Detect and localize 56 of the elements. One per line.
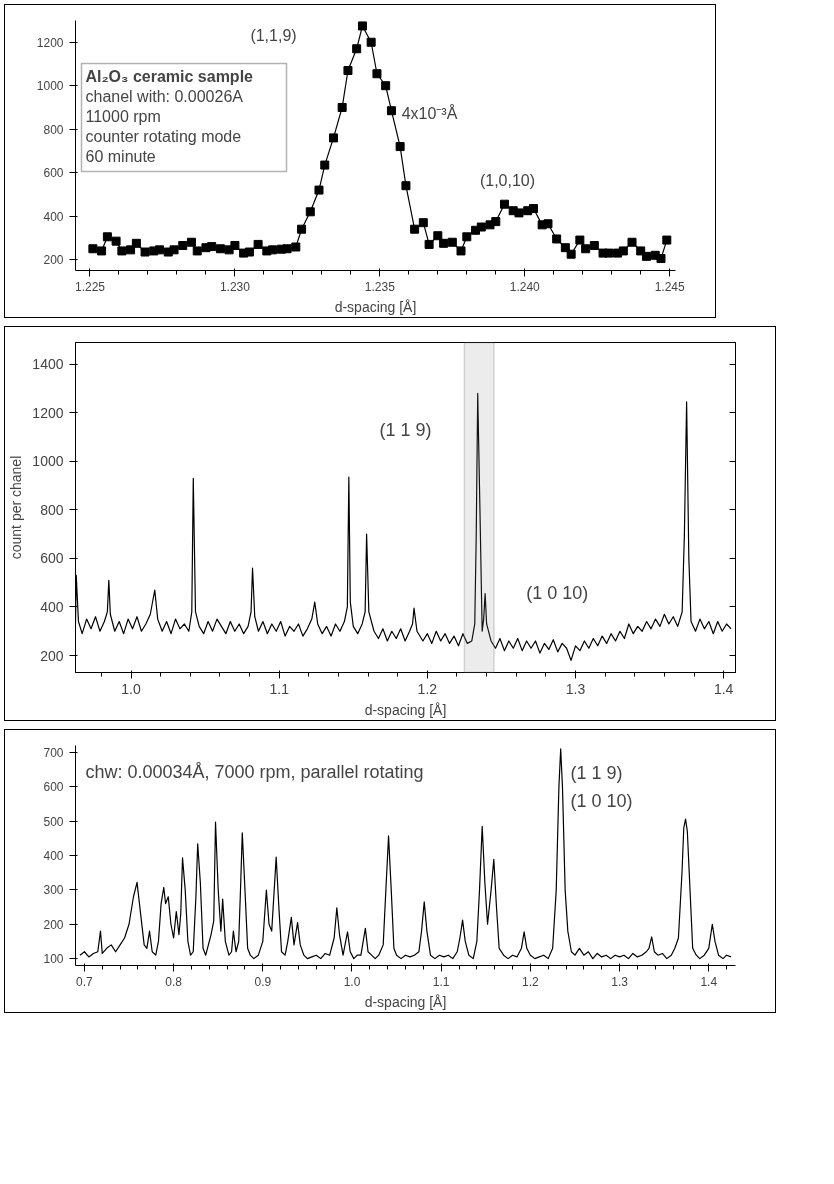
text: Al₂O₃ ceramic sample — [85, 67, 254, 85]
y-tick-label: 1000 — [32, 453, 64, 470]
annotation: counter rotating mode — [85, 127, 242, 145]
y-tick-label: 700 — [43, 745, 64, 760]
y-tick-label: 800 — [43, 122, 64, 137]
x-tick-label: 1.230 — [219, 279, 251, 294]
line-series — [79, 748, 732, 960]
y-tick-label: 200 — [43, 253, 64, 268]
y-tick-label: 300 — [43, 883, 64, 898]
annotation: (1 0 10) — [526, 583, 589, 604]
y-tick-label: 600 — [43, 166, 64, 181]
x-tick-label: 0.8 — [165, 974, 183, 989]
y-tick-label: 400 — [43, 849, 64, 863]
annotation: 4x10⁻³Å — [401, 103, 458, 122]
x-tick-label: 0.9 — [254, 974, 272, 989]
x-tick-label: 1.1 — [432, 974, 450, 989]
x-tick-label: 1.4 — [700, 974, 718, 989]
x-tick-label: 1.1 — [269, 680, 290, 697]
annotation: 60 minute — [85, 147, 156, 165]
annotation: 11000 rpm — [85, 107, 161, 125]
y-axis-title: count per chanel — [8, 455, 25, 560]
annotation: chw: 0.00034Å, 7000 rpm, parallel rotating — [85, 761, 424, 782]
y-tick-label: 200 — [40, 647, 64, 664]
x-tick-label: 1.225 — [74, 279, 106, 294]
annotation: (1 0 10) — [570, 790, 633, 811]
x-tick-label: 1.240 — [509, 279, 541, 294]
y-tick-label: 400 — [40, 598, 64, 615]
x-axis-title: d-spacing [Å] — [364, 993, 447, 1010]
x-tick-label: 0.7 — [76, 974, 94, 989]
y-tick-label: 1000 — [36, 79, 64, 94]
annotation: (1 1 9) — [570, 763, 623, 783]
annotation: (1 1 9) — [379, 419, 432, 440]
x-tick-label: 1.3 — [565, 680, 586, 697]
y-tick-label: 100 — [43, 952, 64, 967]
x-tick-label: 1.245 — [654, 279, 686, 294]
x-tick-label: 1.235 — [364, 279, 396, 294]
y-tick-label: 800 — [40, 501, 64, 518]
y-tick-label: 600 — [43, 780, 64, 795]
x-tick-label: 1.2 — [417, 680, 438, 697]
y-tick-label: 500 — [43, 814, 64, 829]
y-tick-label: 1400 — [32, 356, 64, 373]
y-tick-label: 1200 — [32, 404, 64, 421]
x-tick-label: 1.3 — [611, 974, 629, 989]
x-axis-title: d-spacing [Å] — [334, 298, 417, 315]
x-axis-title: d-spacing [Å] — [364, 701, 447, 718]
annotation: chanel with: 0.00026A — [85, 87, 244, 105]
y-tick-label: 200 — [43, 917, 64, 932]
x-tick-label: 1.2 — [522, 974, 540, 989]
x-tick-label: 1.0 — [121, 680, 141, 697]
x-tick-label: 1.0 — [343, 974, 361, 989]
annotation: (1,1,9) — [250, 27, 297, 44]
y-tick-label: 1200 — [36, 35, 64, 50]
y-tick-label: 400 — [43, 209, 64, 224]
annotation: (1,0,10) — [479, 172, 536, 189]
x-tick-label: 1.4 — [713, 680, 734, 697]
y-tick-label: 600 — [40, 550, 64, 567]
